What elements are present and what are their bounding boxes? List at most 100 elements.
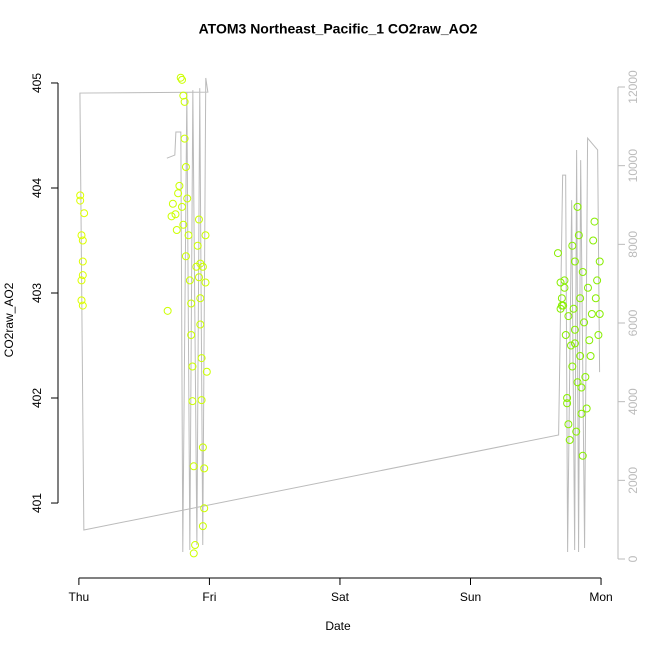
data-point [187, 331, 196, 340]
data-point [78, 257, 87, 266]
data-point [560, 276, 569, 285]
data-point [198, 443, 207, 452]
data-point [576, 352, 585, 361]
data-point [570, 325, 579, 334]
data-point [200, 464, 209, 473]
data-line [79, 77, 601, 553]
data-point [178, 75, 187, 84]
data-point [181, 252, 190, 261]
data-point [578, 267, 587, 276]
data-point [567, 341, 576, 350]
data-point [188, 397, 197, 406]
data-point [167, 212, 176, 221]
y2-tick-label: 6000 [626, 309, 640, 336]
x-tick-label: Mon [589, 590, 612, 604]
data-point [171, 210, 180, 219]
y2-tick-label: 12000 [626, 70, 640, 104]
data-point [568, 241, 577, 250]
data-point [593, 276, 602, 285]
data-point [184, 231, 193, 240]
y-tick-label: 404 [30, 178, 44, 198]
data-point [578, 451, 587, 460]
data-point [176, 73, 185, 82]
data-point [202, 367, 211, 376]
data-point [183, 194, 192, 203]
data-point [197, 396, 206, 405]
data-point [572, 427, 581, 436]
data-point [168, 199, 177, 208]
data-point [200, 504, 209, 513]
y-axis-label: CO2raw_AO2 [2, 282, 16, 357]
data-point [587, 310, 596, 319]
data-point [569, 304, 578, 313]
y-tick-label: 403 [30, 283, 44, 303]
data-point [179, 220, 188, 229]
data-point [185, 276, 194, 285]
data-point [187, 299, 196, 308]
data-point [174, 189, 183, 198]
data-point [180, 134, 189, 143]
data-point [77, 231, 86, 240]
data-point [172, 225, 181, 234]
data-point [591, 294, 600, 303]
data-point [196, 320, 205, 329]
data-point [586, 352, 595, 361]
data-point [582, 404, 591, 413]
data-point [577, 409, 586, 418]
x-axis-label: Date [325, 619, 351, 633]
data-point [77, 296, 86, 305]
data-point [556, 278, 565, 287]
data-point [574, 231, 583, 240]
chart-title: ATOM3 Northeast_Pacific_1 CO2raw_AO2 [199, 21, 478, 37]
data-point [189, 462, 198, 471]
data-point [163, 306, 172, 315]
data-point [77, 276, 86, 285]
data-point [193, 241, 202, 250]
y2-tick-label: 8000 [626, 231, 640, 258]
x-tick-label: Sun [460, 590, 481, 604]
data-point [557, 294, 566, 303]
x-tick-label: Sat [331, 590, 350, 604]
data-point [589, 236, 598, 245]
data-point [573, 378, 582, 387]
data-point [590, 217, 599, 226]
data-point [595, 310, 604, 319]
y-tick-label: 401 [30, 493, 44, 513]
data-point [189, 549, 198, 558]
data-point [580, 318, 589, 327]
data-point [76, 191, 85, 200]
y2-tick-label: 4000 [626, 388, 640, 415]
data-point [76, 196, 85, 205]
data-point [564, 312, 573, 321]
y2-tick-label: 0 [626, 555, 640, 562]
data-point [594, 331, 603, 340]
data-point [563, 399, 572, 408]
data-point [557, 301, 566, 310]
data-point [563, 394, 572, 403]
data-point [576, 294, 585, 303]
data-point [194, 215, 203, 224]
data-point [564, 420, 573, 429]
data-point [198, 262, 207, 271]
data-point [581, 373, 590, 382]
data-point [198, 522, 207, 531]
y2-tick-label: 10000 [626, 149, 640, 183]
data-point [561, 331, 570, 340]
data-point [570, 339, 579, 348]
data-point [568, 362, 577, 371]
y-tick-label: 402 [30, 388, 44, 408]
data-point [78, 301, 87, 310]
data-point [560, 283, 569, 292]
y2-tick-label: 2000 [626, 467, 640, 494]
data-point [585, 336, 594, 345]
data-point [573, 202, 582, 211]
data-point [78, 271, 87, 280]
data-point [201, 231, 210, 240]
y-tick-label: 405 [30, 73, 44, 93]
data-point [577, 383, 586, 392]
data-point [201, 278, 210, 287]
x-tick-label: Thu [69, 590, 90, 604]
data-point [553, 249, 562, 258]
data-point [181, 162, 190, 171]
data-point [583, 283, 592, 292]
